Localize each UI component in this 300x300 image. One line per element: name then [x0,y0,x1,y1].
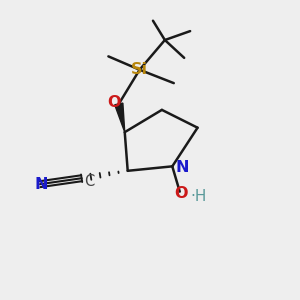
Text: O: O [175,186,188,201]
Text: O: O [108,95,121,110]
Text: C: C [84,174,94,189]
Text: N: N [35,177,48,192]
Text: ·H: ·H [191,190,207,205]
Text: Si: Si [131,62,148,77]
Text: N: N [176,160,189,175]
Polygon shape [115,103,125,132]
